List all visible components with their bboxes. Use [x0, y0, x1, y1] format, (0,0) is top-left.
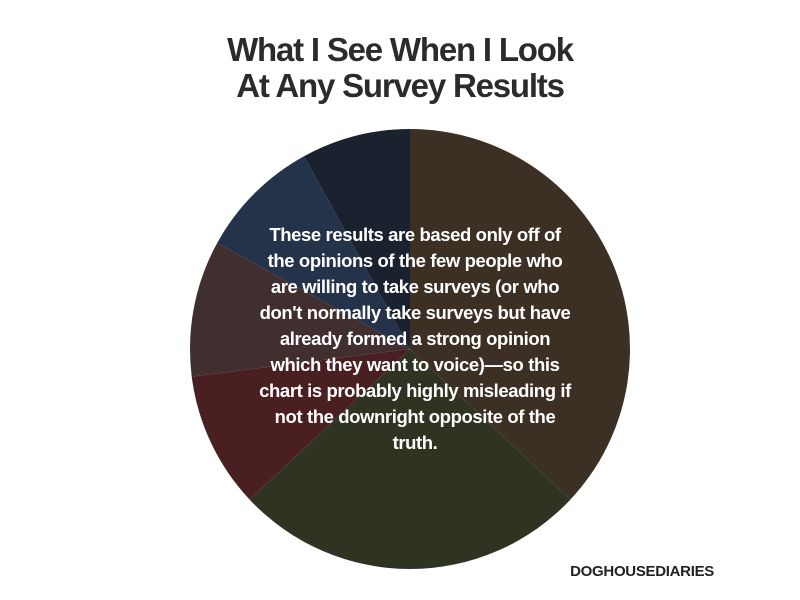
pie-slice-3	[191, 349, 410, 500]
pie-annotation: These results are based only off of the …	[259, 224, 571, 453]
chart-title-line-1: What I See When I Look	[227, 31, 574, 68]
pie-slice-5	[217, 156, 410, 349]
chart-title-line-2: At Any Survey Results	[236, 67, 565, 104]
pie-slice-4	[189, 243, 410, 377]
credit-label: DOGHOUSEDIARIES	[570, 563, 714, 580]
pie-slice-1	[410, 129, 630, 500]
pie-slice-2	[249, 349, 571, 569]
pie-slice-6	[304, 129, 410, 349]
chart-title: What I See When I Look At Any Survey Res…	[0, 32, 800, 104]
